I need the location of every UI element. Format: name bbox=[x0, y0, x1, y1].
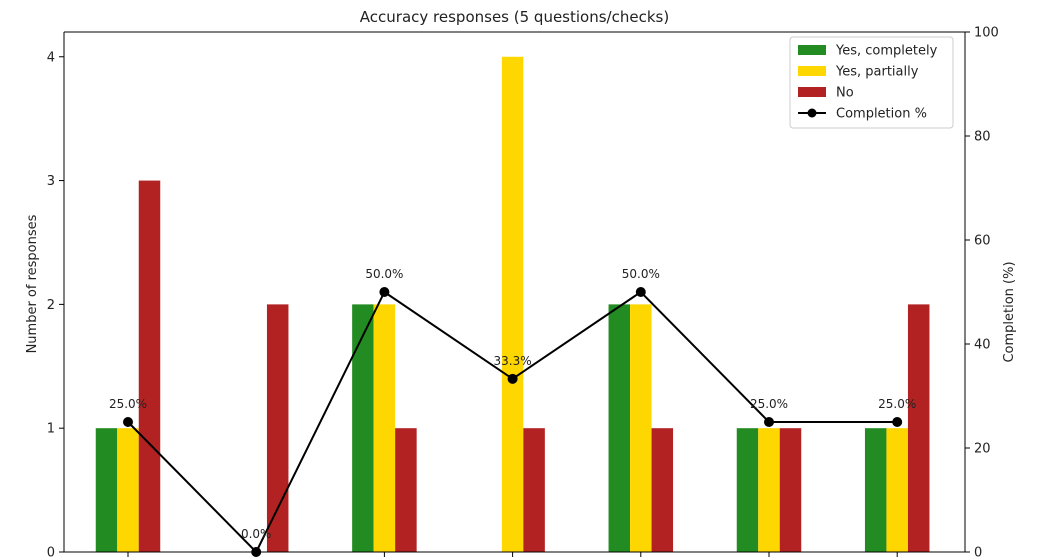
bar-yes-completely-6 bbox=[737, 428, 759, 552]
bar-no-4 bbox=[523, 428, 545, 552]
y-tick-label: 2 bbox=[47, 298, 55, 313]
legend-swatch-no bbox=[798, 87, 826, 97]
bar-no-2 bbox=[267, 304, 289, 552]
legend-label-no: No bbox=[836, 86, 854, 101]
bar-no-6 bbox=[780, 428, 802, 552]
y2-tick-label: 40 bbox=[974, 338, 991, 353]
completion-point-6 bbox=[764, 417, 774, 427]
legend-label-completion: Completion % bbox=[836, 107, 927, 122]
completion-label-4: 33.3% bbox=[494, 354, 532, 368]
completion-point-2 bbox=[251, 547, 261, 557]
bar-no-1 bbox=[139, 181, 161, 552]
y2-axis-label: Completion (%) bbox=[1002, 261, 1017, 362]
completion-label-1: 25.0% bbox=[109, 397, 147, 411]
completion-label-5: 50.0% bbox=[622, 267, 660, 281]
bar-no-5 bbox=[652, 428, 674, 552]
bar-yes-completely-7 bbox=[865, 428, 887, 552]
completion-point-1 bbox=[123, 417, 133, 427]
bar-yes-partially-4 bbox=[502, 57, 523, 552]
bar-yes-partially-7 bbox=[886, 428, 908, 552]
completion-point-3 bbox=[379, 287, 389, 297]
legend-label-yes-completely: Yes, completely bbox=[835, 44, 938, 59]
bar-yes-completely-3 bbox=[352, 304, 374, 552]
y2-tick-label: 20 bbox=[974, 442, 991, 457]
completion-label-3: 50.0% bbox=[365, 267, 403, 281]
y-tick-label: 0 bbox=[47, 546, 55, 559]
bar-group bbox=[96, 57, 930, 552]
y2-tick-label: 60 bbox=[974, 234, 991, 249]
legend-marker-completion bbox=[808, 109, 817, 118]
bar-yes-partially-6 bbox=[758, 428, 780, 552]
legend-swatch-yes-completely bbox=[798, 45, 826, 55]
legend-swatch-yes-partially bbox=[798, 66, 826, 76]
y-tick-label: 3 bbox=[47, 174, 55, 189]
completion-point-7 bbox=[892, 417, 902, 427]
bar-yes-partially-5 bbox=[630, 304, 652, 552]
bar-yes-completely-5 bbox=[609, 304, 631, 552]
bar-yes-partially-1 bbox=[117, 428, 139, 552]
legend: Yes, completely Yes, partially No Completio… bbox=[790, 37, 953, 128]
completion-point-5 bbox=[636, 287, 646, 297]
y2-tick-label: 80 bbox=[974, 130, 991, 145]
y2-tick-label: 0 bbox=[974, 546, 982, 559]
bar-no-3 bbox=[395, 428, 417, 552]
completion-label-6: 25.0% bbox=[750, 397, 788, 411]
bar-yes-partially-3 bbox=[374, 304, 396, 552]
y-tick-label: 1 bbox=[47, 422, 55, 437]
y-tick-label: 4 bbox=[47, 50, 55, 65]
chart-title: Accuracy responses (5 questions/checks) bbox=[360, 8, 669, 26]
bar-no-7 bbox=[908, 304, 930, 552]
completion-label-7: 25.0% bbox=[878, 397, 916, 411]
legend-label-yes-partially: Yes, partially bbox=[835, 65, 919, 80]
bar-yes-completely-1 bbox=[96, 428, 118, 552]
y2-tick-label: 100 bbox=[974, 26, 999, 41]
y-axis-label: Number of responses bbox=[25, 214, 40, 353]
completion-point-4 bbox=[508, 374, 518, 384]
completion-label-2: 0.0% bbox=[241, 527, 272, 541]
